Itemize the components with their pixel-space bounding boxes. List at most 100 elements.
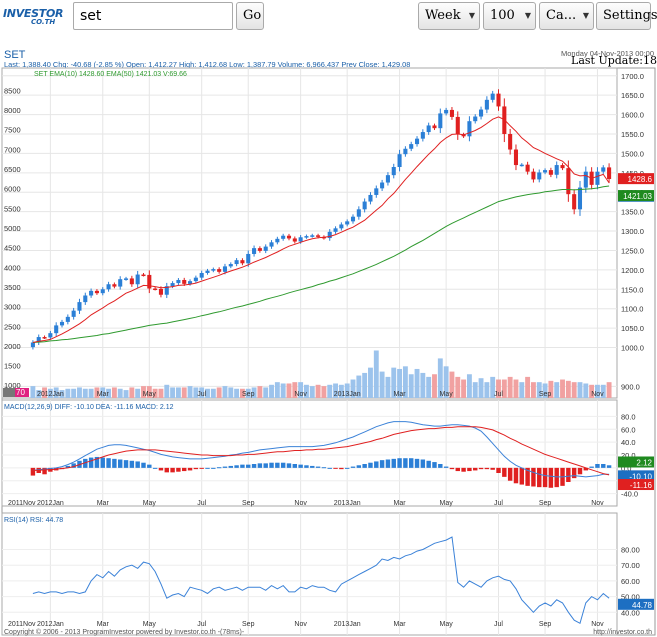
- macd-bar: [321, 467, 327, 469]
- candle-body: [409, 144, 414, 149]
- volume-bar: [298, 382, 304, 398]
- volume-bar: [600, 384, 606, 398]
- footer-link[interactable]: http://investor.co.th: [593, 629, 652, 636]
- macd-bar: [525, 467, 530, 486]
- volume-bar: [344, 383, 350, 398]
- candle-body: [246, 253, 251, 264]
- settings-button[interactable]: Settings: [596, 2, 657, 30]
- volume-bar: [146, 386, 152, 398]
- candle-body: [240, 260, 245, 264]
- chart-type-select[interactable]: Ca... ▼: [539, 2, 594, 30]
- volume-bar: [71, 388, 77, 398]
- x-tick-label: Nov: [294, 391, 307, 398]
- macd-bar: [228, 465, 234, 468]
- macd-bar: [531, 467, 536, 487]
- candle-body: [467, 121, 472, 137]
- volume-bar: [402, 366, 408, 398]
- volume-bar: [589, 384, 595, 398]
- macd-bar: [391, 458, 396, 468]
- candle-body: [257, 248, 262, 251]
- macd-bar: [490, 467, 495, 470]
- volume-bar: [501, 379, 507, 398]
- price-legend: SET EMA(10) 1428.60 EMA(50) 1421.03 V:69…: [34, 71, 187, 78]
- macd-tick-label: 0.0: [621, 464, 631, 473]
- candle-body: [531, 171, 536, 180]
- volume-bar: [181, 387, 187, 398]
- macd-bar: [467, 467, 472, 472]
- dea-line: [32, 426, 610, 476]
- stock-chart[interactable]: SET Last: 1,388.40 Chg: -40.68 (-2.85 %)…: [0, 48, 657, 637]
- candle-body: [30, 342, 35, 348]
- x-tick-label: Jul: [197, 500, 206, 507]
- volume-bar: [362, 372, 368, 398]
- investor-logo[interactable]: INVESTOR CO.TH: [3, 7, 64, 26]
- candle-body: [362, 201, 367, 210]
- candle-body: [304, 236, 309, 238]
- candle-body: [461, 134, 466, 137]
- right-tick-label: 900.0: [621, 382, 640, 391]
- candle-body: [449, 109, 454, 117]
- candle-body: [496, 93, 501, 107]
- candle-body: [554, 165, 559, 175]
- volume-bar: [193, 387, 199, 398]
- candle-body: [100, 289, 105, 294]
- volume-bar: [455, 376, 461, 398]
- right-tick-label: 1300.0: [621, 227, 644, 236]
- macd-bar: [356, 465, 362, 468]
- count-select[interactable]: 100 ▼: [483, 2, 536, 30]
- volume-bar: [496, 379, 501, 398]
- volume-bar: [525, 376, 531, 398]
- candle-body: [147, 274, 152, 289]
- macd-tick-label: 80.0: [621, 412, 636, 421]
- macd-bar: [554, 467, 559, 488]
- volume-bar: [548, 380, 554, 398]
- x-tick-label: Mar: [394, 500, 407, 507]
- candle-body: [141, 274, 146, 277]
- symbol-input[interactable]: set: [73, 2, 233, 30]
- candle-body: [211, 269, 216, 271]
- right-tick-label: 1100.0: [621, 305, 643, 314]
- x-tick-label: May: [440, 621, 454, 628]
- left-tick-label: 7500: [4, 126, 21, 135]
- candle-body: [252, 248, 257, 254]
- candle-body: [42, 337, 47, 339]
- volume-bar: [368, 367, 373, 398]
- macd-bar: [443, 466, 449, 468]
- volume-bar: [286, 383, 292, 398]
- x-tick-label: 2011Nov: [8, 621, 36, 628]
- x-tick-label: Mar: [97, 391, 110, 398]
- candle-body: [380, 182, 385, 189]
- macd-bar: [187, 467, 193, 471]
- x-tick-label: May: [440, 500, 454, 507]
- macd-bar: [577, 467, 583, 475]
- volume-bar: [466, 374, 472, 398]
- candle-body: [403, 148, 408, 155]
- volume-bar: [333, 383, 338, 398]
- volume-bar: [530, 382, 536, 398]
- volume-bar: [542, 383, 548, 398]
- macd-bar: [455, 467, 460, 472]
- macd-bar: [298, 464, 303, 468]
- candle-body: [572, 194, 577, 210]
- period-select[interactable]: Week ▼: [418, 2, 480, 30]
- x-tick-label: Nov: [591, 621, 604, 628]
- macd-bar: [344, 467, 350, 469]
- copyright: Copyright © 2006 - 2013 ProgramInvestor …: [4, 628, 245, 636]
- left-tick-label: 3000: [4, 303, 21, 312]
- volume-bar: [117, 388, 123, 398]
- candle-body: [577, 187, 583, 210]
- volume-bar: [449, 371, 455, 398]
- diff-badge-text: -10.10: [629, 472, 652, 481]
- macd-tick-label: 20.0: [621, 451, 636, 460]
- ema10-badge-text: 1428.6: [628, 175, 653, 184]
- left-tick-label: 3500: [4, 283, 21, 292]
- x-tick-label: 2013Jan: [334, 621, 361, 628]
- candle-body: [508, 134, 513, 150]
- volume-bar: [30, 386, 36, 398]
- diff-line: [32, 421, 610, 478]
- go-button[interactable]: Go: [236, 2, 264, 30]
- volume-bar: [327, 384, 333, 398]
- volume-bar: [577, 382, 583, 398]
- price-panel: [1, 67, 618, 399]
- volume-bar: [309, 386, 315, 398]
